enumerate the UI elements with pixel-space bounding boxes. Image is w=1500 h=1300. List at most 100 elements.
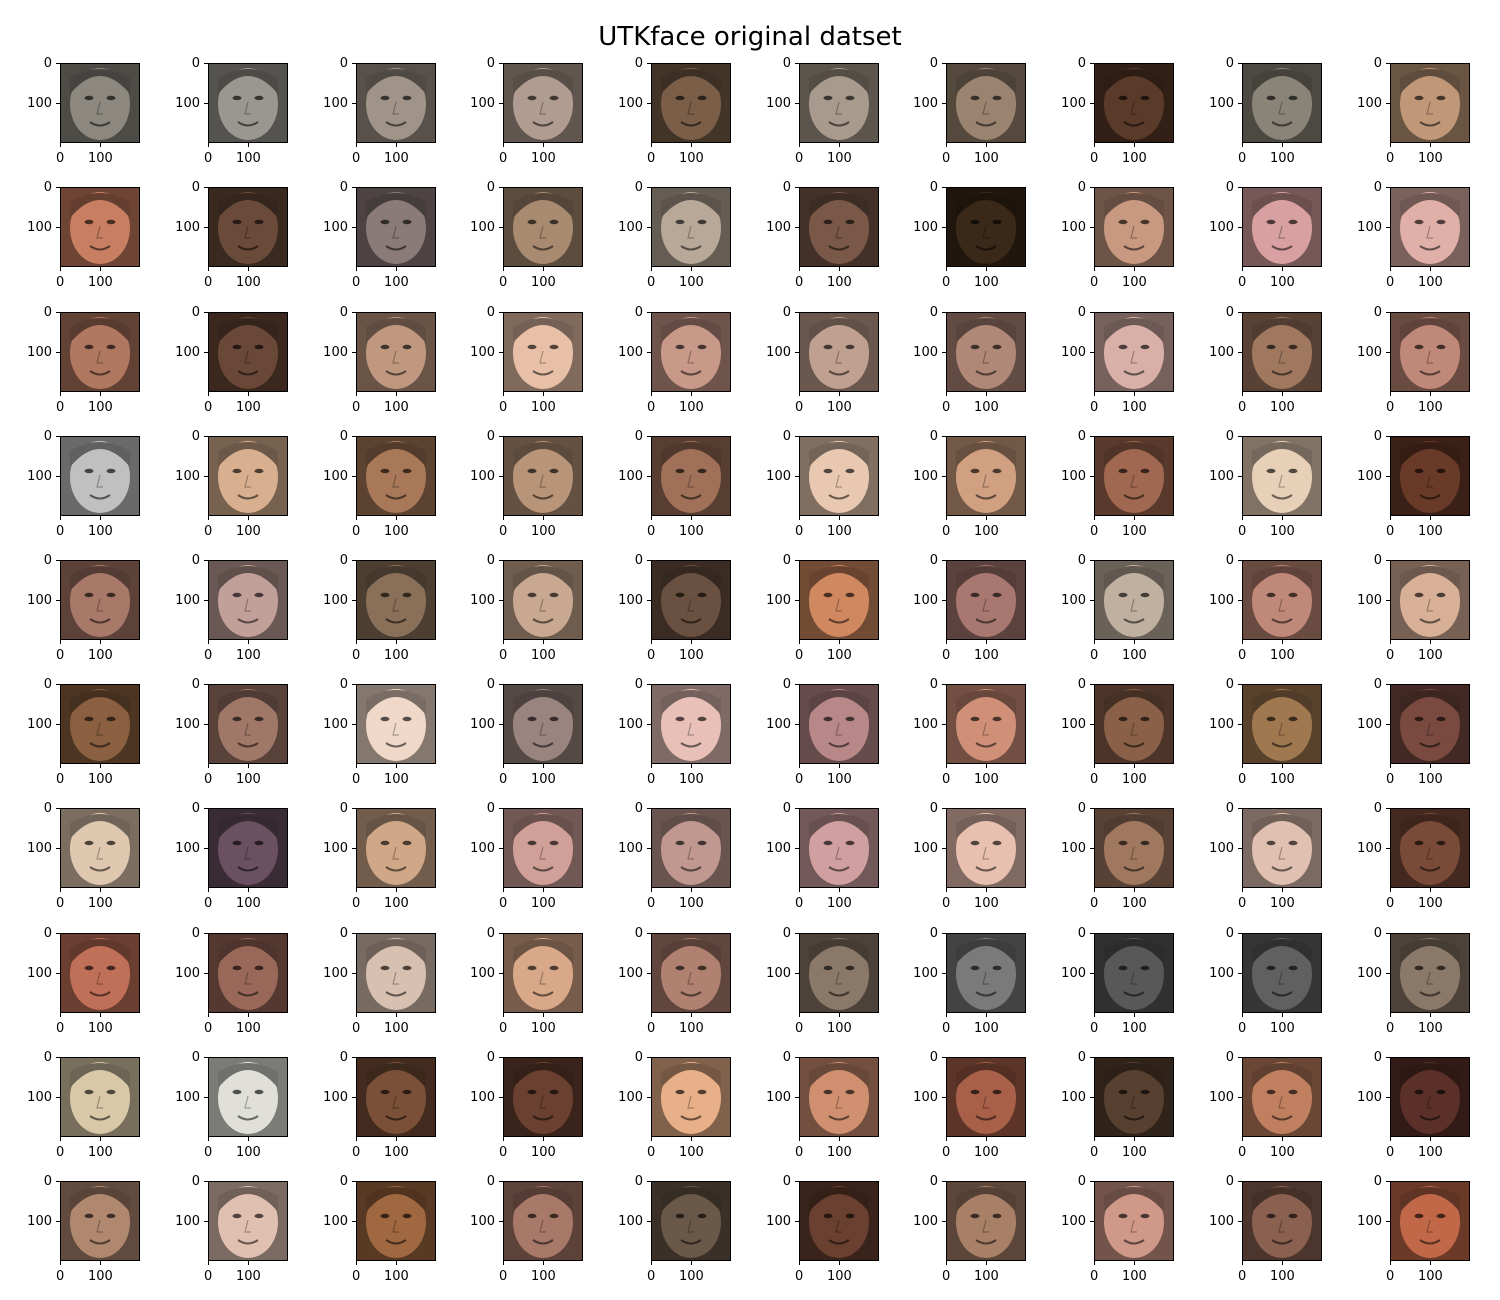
x-tick-mark xyxy=(396,267,397,271)
y-tick-label: 0 xyxy=(339,677,348,692)
x-tick-label: 0 xyxy=(56,151,65,166)
y-tick-label: 0 xyxy=(1373,1050,1382,1065)
x-tick-mark xyxy=(1430,640,1431,644)
x-tick-label: 0 xyxy=(56,772,65,787)
y-tick-mark xyxy=(1238,600,1242,601)
x-tick-label: 0 xyxy=(1238,648,1247,663)
x-tick-label: 100 xyxy=(531,1269,556,1284)
face-image xyxy=(799,187,879,267)
y-tick-mark xyxy=(352,227,356,228)
x-tick-mark xyxy=(1430,267,1431,271)
x-tick-mark xyxy=(248,1013,249,1017)
x-tick-label: 0 xyxy=(1090,772,1099,787)
face-subplot: 0 100 0 100 xyxy=(886,553,1026,670)
face-subplot: 0 100 0 100 xyxy=(1034,56,1174,173)
x-tick-mark xyxy=(946,143,947,147)
x-tick-label: 0 xyxy=(499,772,508,787)
face-subplot: 0 100 0 100 xyxy=(296,1174,436,1291)
y-tick-label: 0 xyxy=(486,1174,495,1189)
y-tick-label: 0 xyxy=(1373,1174,1382,1189)
x-tick-mark xyxy=(651,1137,652,1141)
x-tick-label: 100 xyxy=(236,772,261,787)
face-subplot: 0 100 0 100 xyxy=(0,677,140,794)
y-tick-label: 0 xyxy=(486,429,495,444)
x-tick-label: 100 xyxy=(974,400,999,415)
y-tick-mark xyxy=(1090,1181,1094,1182)
x-tick-mark xyxy=(1094,764,1095,768)
x-tick-mark xyxy=(839,1137,840,1141)
y-tick-label: 0 xyxy=(634,677,643,692)
y-tick-label: 0 xyxy=(43,56,52,71)
x-tick-label: 100 xyxy=(827,896,852,911)
face-image xyxy=(1390,187,1470,267)
y-tick-label: 0 xyxy=(929,429,938,444)
x-tick-label: 0 xyxy=(647,1269,656,1284)
x-tick-label: 0 xyxy=(942,524,951,539)
y-tick-mark xyxy=(1386,352,1390,353)
face-image xyxy=(651,1181,731,1261)
face-image xyxy=(946,808,1026,888)
face-subplot: 0 100 0 100 xyxy=(886,801,1026,918)
y-tick-label: 100 xyxy=(1357,96,1382,111)
x-tick-mark xyxy=(1390,1137,1391,1141)
face-image xyxy=(1242,1181,1322,1261)
face-subplot: 0 100 0 100 xyxy=(443,926,583,1043)
x-tick-mark xyxy=(946,764,947,768)
y-tick-mark xyxy=(1090,1221,1094,1222)
y-tick-mark xyxy=(942,684,946,685)
y-tick-label: 0 xyxy=(1077,305,1086,320)
x-tick-mark xyxy=(248,640,249,644)
x-tick-label: 100 xyxy=(236,275,261,290)
face-subplot: 0 100 0 100 xyxy=(148,553,288,670)
y-tick-mark xyxy=(1090,933,1094,934)
x-tick-mark xyxy=(60,516,61,520)
face-image xyxy=(799,684,879,764)
y-tick-mark xyxy=(795,724,799,725)
y-tick-mark xyxy=(56,63,60,64)
y-tick-mark xyxy=(1090,187,1094,188)
x-tick-label: 100 xyxy=(679,1021,704,1036)
x-tick-mark xyxy=(651,1261,652,1265)
face-subplot: 0 100 0 100 xyxy=(886,429,1026,546)
y-tick-label: 100 xyxy=(1209,841,1234,856)
y-tick-mark xyxy=(56,560,60,561)
x-tick-label: 0 xyxy=(204,524,213,539)
x-tick-label: 0 xyxy=(499,1021,508,1036)
x-tick-label: 100 xyxy=(236,1145,261,1160)
face-image xyxy=(503,560,583,640)
y-tick-mark xyxy=(1386,436,1390,437)
y-tick-mark xyxy=(795,1097,799,1098)
x-tick-label: 0 xyxy=(1238,275,1247,290)
x-tick-mark xyxy=(396,888,397,892)
face-subplot: 0 100 0 100 xyxy=(0,429,140,546)
x-tick-mark xyxy=(986,392,987,396)
face-image xyxy=(1390,808,1470,888)
face-subplot: 0 100 0 100 xyxy=(1034,305,1174,422)
y-tick-mark xyxy=(1386,684,1390,685)
x-tick-label: 0 xyxy=(795,772,804,787)
y-tick-label: 0 xyxy=(782,801,791,816)
x-tick-label: 100 xyxy=(679,896,704,911)
x-tick-mark xyxy=(799,267,800,271)
face-image xyxy=(1242,436,1322,516)
y-tick-mark xyxy=(56,352,60,353)
face-subplot: 0 100 0 100 xyxy=(739,553,879,670)
x-tick-mark xyxy=(543,1013,544,1017)
y-tick-mark xyxy=(352,600,356,601)
x-tick-label: 100 xyxy=(88,275,113,290)
x-tick-label: 100 xyxy=(1270,1269,1295,1284)
y-tick-label: 0 xyxy=(929,180,938,195)
y-tick-label: 100 xyxy=(1209,1214,1234,1229)
x-tick-mark xyxy=(1242,143,1243,147)
y-tick-mark xyxy=(499,933,503,934)
x-tick-label: 100 xyxy=(384,524,409,539)
face-image xyxy=(60,63,140,143)
y-tick-mark xyxy=(1238,1221,1242,1222)
y-tick-label: 0 xyxy=(486,801,495,816)
x-tick-mark xyxy=(396,764,397,768)
y-tick-label: 100 xyxy=(323,717,348,732)
x-tick-label: 0 xyxy=(56,275,65,290)
x-tick-label: 0 xyxy=(1238,1269,1247,1284)
y-tick-mark xyxy=(1238,1057,1242,1058)
x-tick-label: 0 xyxy=(1090,1021,1099,1036)
